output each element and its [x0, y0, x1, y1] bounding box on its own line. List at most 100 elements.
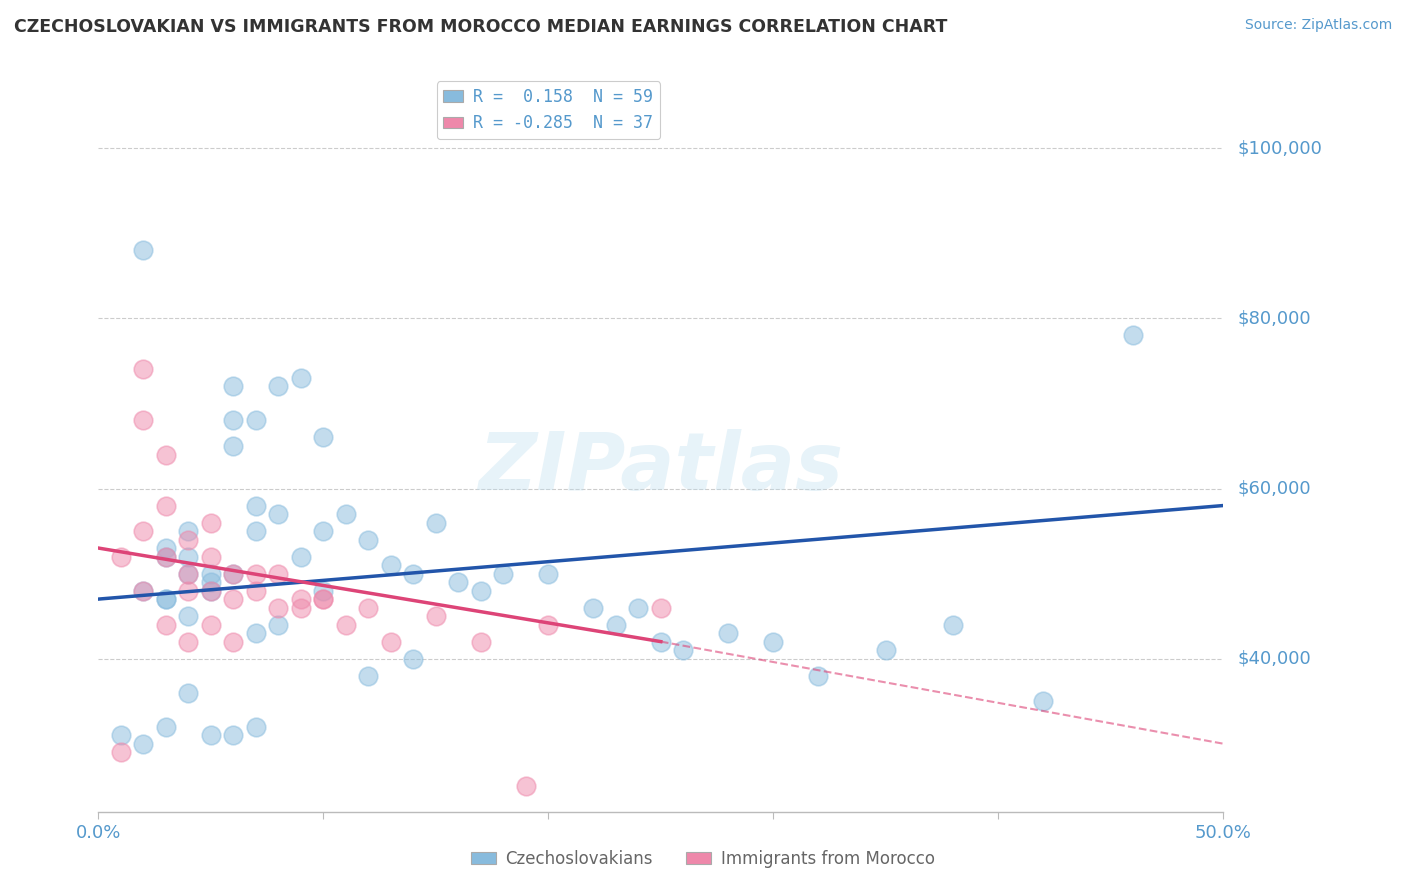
Point [155, 617, 177, 632]
Point [245, 566, 267, 581]
Point [200, 728, 222, 742]
Point [222, 728, 245, 742]
Point [222, 566, 245, 581]
Text: $40,000: $40,000 [1237, 649, 1310, 667]
Point [245, 626, 267, 640]
Point [110, 549, 132, 564]
Point [132, 413, 155, 427]
Point [335, 617, 357, 632]
Point [200, 566, 222, 581]
Point [650, 634, 672, 648]
Point [402, 651, 425, 665]
Point [200, 575, 222, 590]
Point [582, 600, 605, 615]
Text: $80,000: $80,000 [1237, 310, 1310, 327]
Point [222, 439, 245, 453]
Point [245, 720, 267, 734]
Point [1032, 694, 1054, 708]
Point [312, 592, 335, 607]
Text: $60,000: $60,000 [1237, 480, 1310, 498]
Point [605, 617, 627, 632]
Point [650, 600, 672, 615]
Point [177, 549, 200, 564]
Point [177, 609, 200, 624]
Point [380, 558, 402, 572]
Point [537, 617, 560, 632]
Point [447, 575, 470, 590]
Point [177, 566, 200, 581]
Point [222, 634, 245, 648]
Point [155, 499, 177, 513]
Text: $100,000: $100,000 [1237, 139, 1322, 157]
Point [470, 583, 492, 598]
Point [155, 549, 177, 564]
Point [155, 541, 177, 555]
Point [132, 524, 155, 538]
Point [245, 524, 267, 538]
Point [132, 362, 155, 376]
Point [267, 507, 290, 521]
Point [1122, 328, 1144, 343]
Text: CZECHOSLOVAKIAN VS IMMIGRANTS FROM MOROCCO MEDIAN EARNINGS CORRELATION CHART: CZECHOSLOVAKIAN VS IMMIGRANTS FROM MOROC… [14, 18, 948, 36]
Point [110, 745, 132, 759]
Point [290, 371, 312, 385]
Point [470, 634, 492, 648]
Point [200, 549, 222, 564]
Point [290, 592, 312, 607]
Point [267, 566, 290, 581]
Point [267, 379, 290, 393]
Point [312, 583, 335, 598]
Point [222, 413, 245, 427]
Point [155, 549, 177, 564]
Point [267, 600, 290, 615]
Point [425, 609, 447, 624]
Point [627, 600, 650, 615]
Point [312, 430, 335, 444]
Point [132, 583, 155, 598]
Point [222, 379, 245, 393]
Point [290, 600, 312, 615]
Point [357, 668, 380, 682]
Point [177, 524, 200, 538]
Point [200, 583, 222, 598]
Point [222, 566, 245, 581]
Point [942, 617, 965, 632]
Point [245, 583, 267, 598]
Point [110, 728, 132, 742]
Point [200, 516, 222, 530]
Point [672, 643, 695, 657]
Point [357, 600, 380, 615]
Point [200, 583, 222, 598]
Point [290, 549, 312, 564]
Legend: Czechoslovakians, Immigrants from Morocco: Czechoslovakians, Immigrants from Morocc… [464, 844, 942, 875]
Point [177, 566, 200, 581]
Point [380, 634, 402, 648]
Point [132, 737, 155, 751]
Point [492, 566, 515, 581]
Point [200, 617, 222, 632]
Point [132, 244, 155, 258]
Point [762, 634, 785, 648]
Legend: R =  0.158  N = 59, R = -0.285  N = 37: R = 0.158 N = 59, R = -0.285 N = 37 [437, 81, 659, 139]
Point [425, 516, 447, 530]
Point [177, 533, 200, 547]
Point [177, 634, 200, 648]
Point [155, 592, 177, 607]
Point [312, 592, 335, 607]
Point [222, 592, 245, 607]
Point [245, 413, 267, 427]
Point [357, 533, 380, 547]
Point [875, 643, 897, 657]
Point [132, 583, 155, 598]
Point [155, 720, 177, 734]
Point [717, 626, 740, 640]
Point [402, 566, 425, 581]
Point [177, 583, 200, 598]
Text: Source: ZipAtlas.com: Source: ZipAtlas.com [1244, 18, 1392, 32]
Point [245, 499, 267, 513]
Text: ZIPatlas: ZIPatlas [478, 429, 844, 507]
Point [807, 668, 830, 682]
Point [177, 686, 200, 700]
Point [312, 524, 335, 538]
Point [155, 592, 177, 607]
